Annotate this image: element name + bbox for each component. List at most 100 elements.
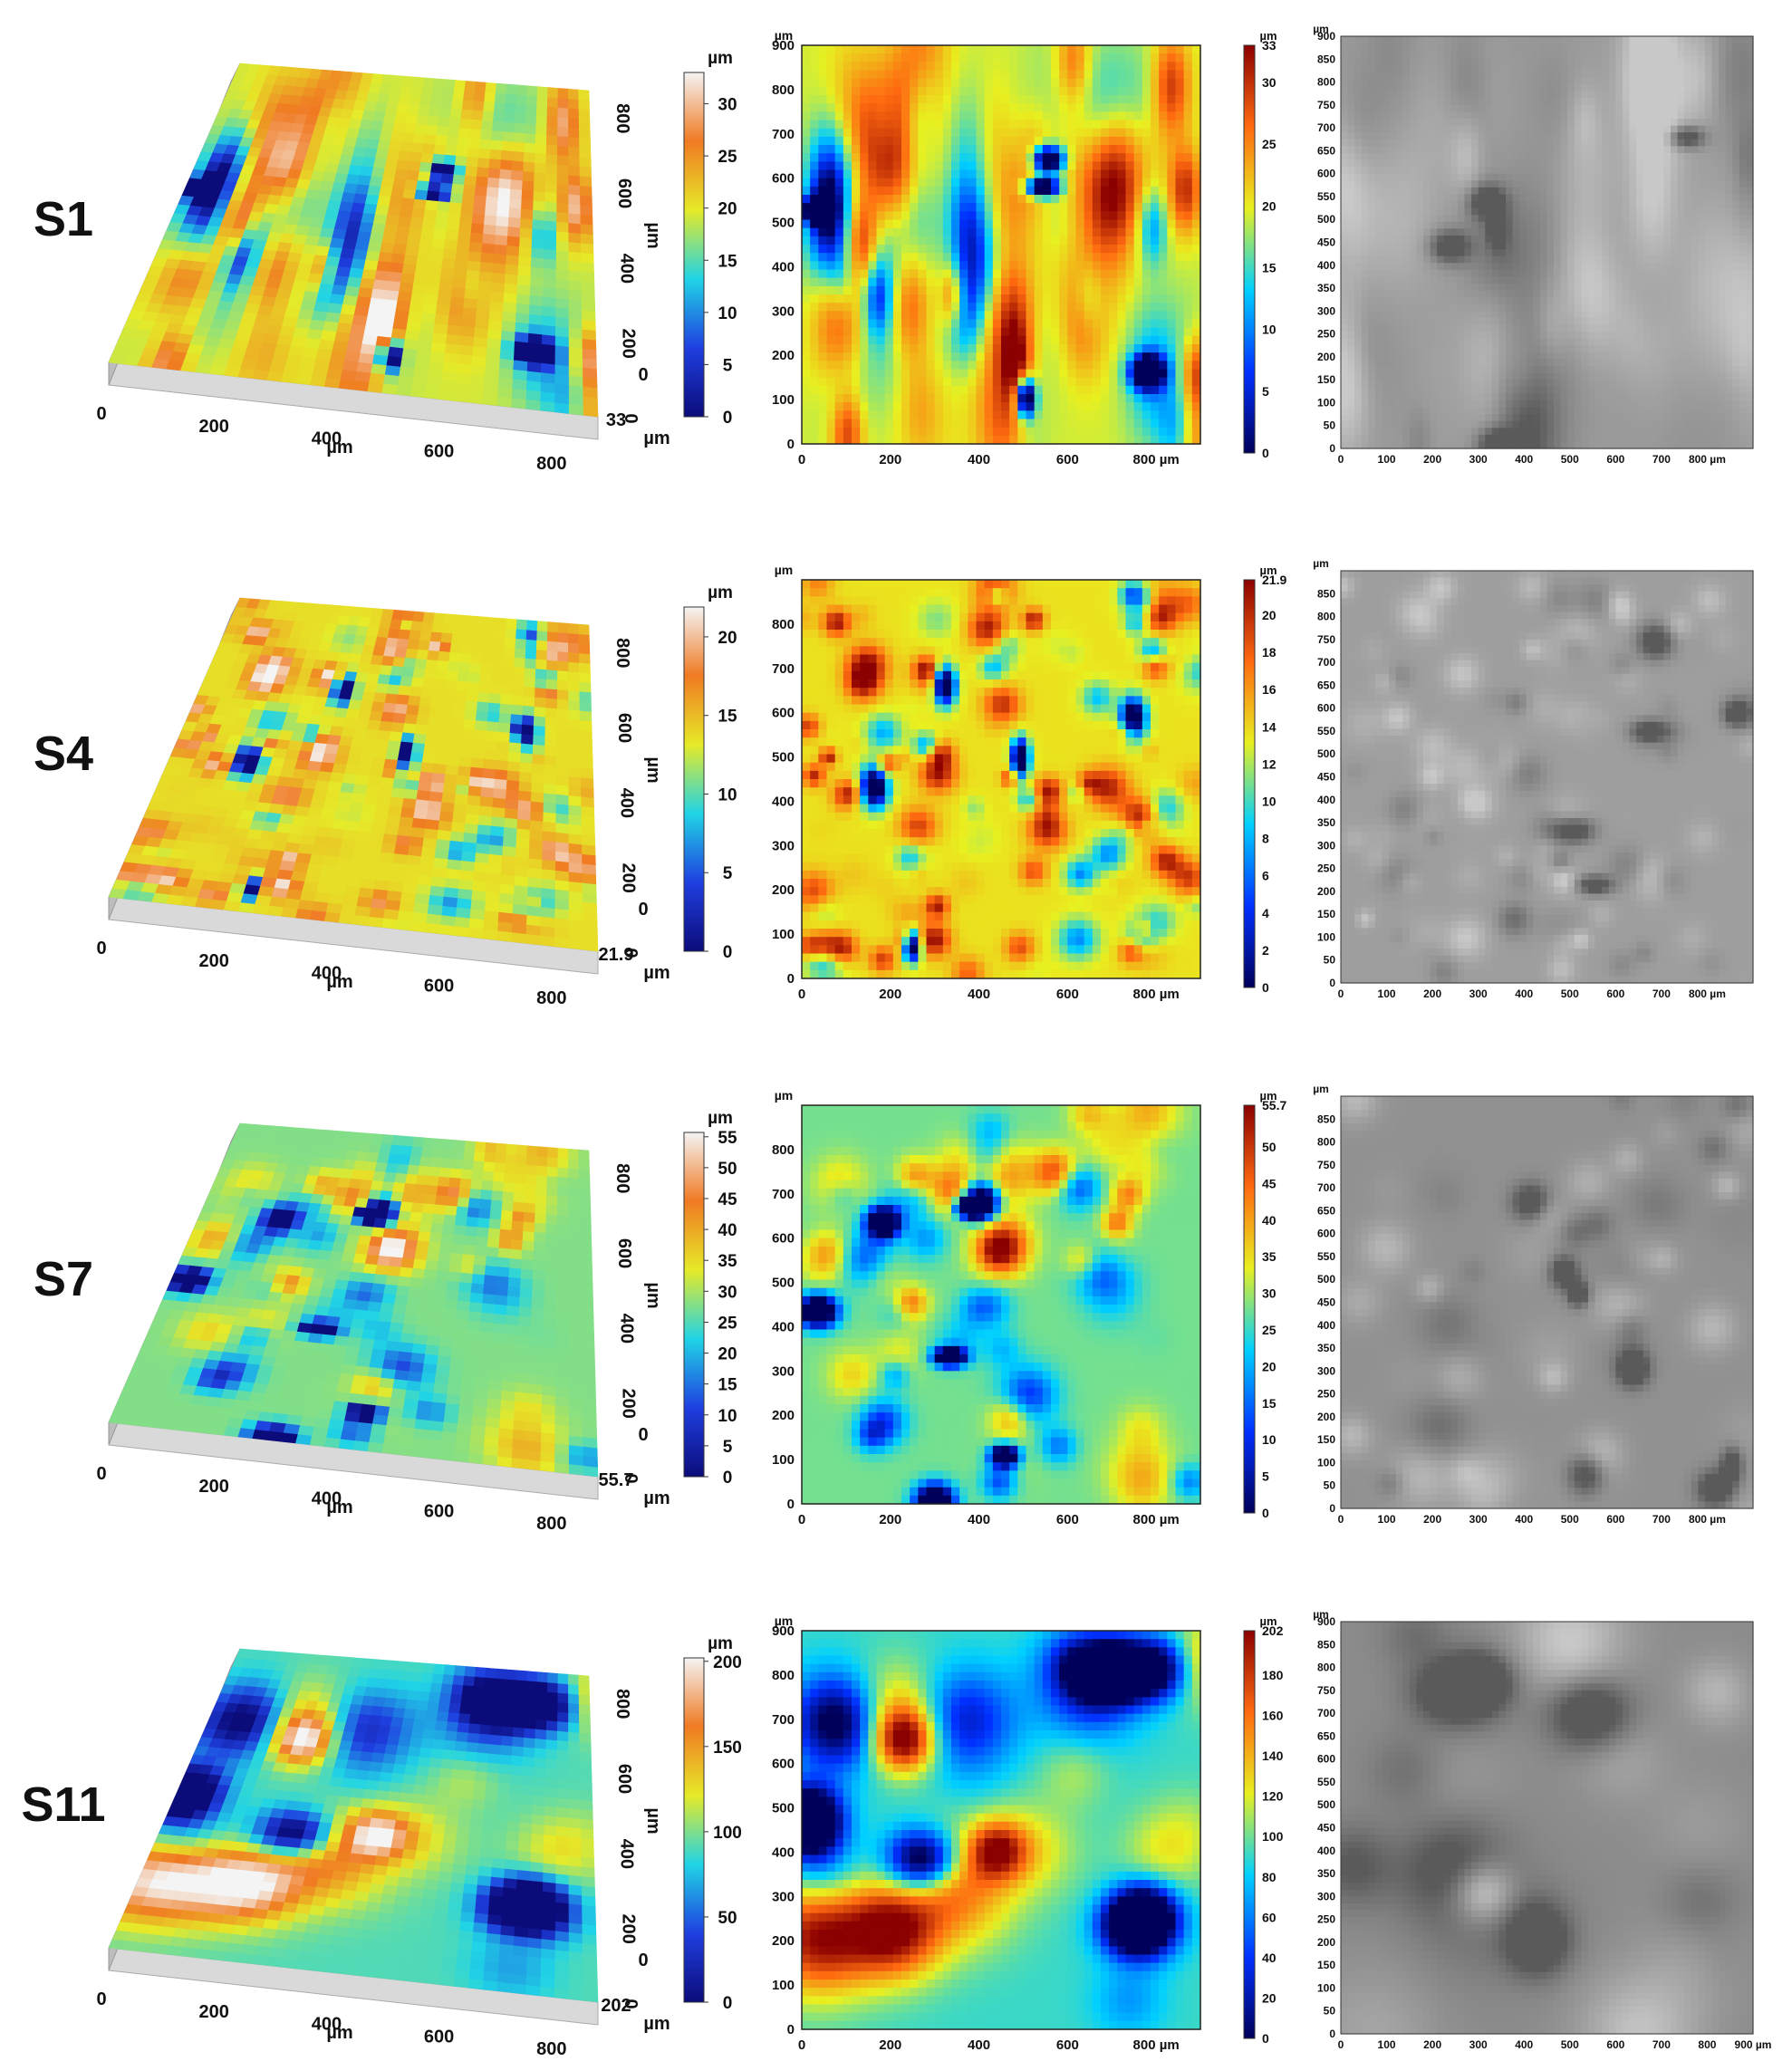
sem-x-tick: 800 µm [1689,1513,1726,1526]
colorbar-3d-gradient [683,1132,705,1478]
y-tick-label: 400 [616,254,636,284]
x-tick-label: 0 [96,1464,106,1484]
y-tick-label: 400 [616,1314,636,1344]
colorbar-3d-tick: 35 [718,1252,737,1271]
colorbar-2d-gradient [1243,579,1256,988]
height-map-y-unit: µm [775,563,794,577]
sem-x-tick: 600 [1606,1513,1624,1526]
height-map-2d: µm 0 100 200 300 400 500 600 700 800 900 0 200 400 600… [772,28,1201,467]
height-map-x-tick: 600 [1056,987,1079,1002]
sem-y-tick: 300 [1317,839,1335,852]
sem-x-tick: 800 [1698,2038,1716,2051]
sem-y-tick: 350 [1317,1867,1335,1880]
y-tick-label: 200 [619,863,639,893]
x-tick-label: 400 [312,964,342,984]
height-map-x-tick: 400 [968,452,990,467]
colorbar-2d-tick: 20 [1262,1359,1277,1373]
colorbar-3d-tick: 20 [718,1345,737,1364]
colorbar-3d-tick: 15 [718,1376,737,1395]
y-axis-unit: µm [643,1282,663,1308]
sem-y-tick: 400 [1317,1319,1335,1332]
colorbar-2d-tick: 140 [1262,1748,1284,1763]
height-map-y-tick: 0 [787,2022,795,2037]
height-map-x-tick: 800 µm [1133,452,1180,467]
height-map-y-tick: 400 [772,794,795,809]
y-tick-label: 0 [621,948,641,958]
colorbar-2d-tick: 10 [1262,795,1277,809]
sem-y-tick: 600 [1317,1228,1335,1240]
sem-y-tick: 750 [1317,1159,1335,1171]
sem-y-tick: 250 [1317,1913,1335,1926]
colorbar-2d-tick: 12 [1262,756,1277,771]
x-tick-label: 600 [424,976,454,996]
sem-y-tick: 850 [1317,1638,1335,1651]
colorbar-3d-tick: 15 [718,708,737,727]
height-map-y-tick: 500 [772,1801,795,1816]
y-tick-label: 400 [616,1839,636,1869]
x-tick-label: 0 [96,939,106,958]
height-map-y-tick: 300 [772,838,795,853]
sem-y-tick: 200 [1317,1936,1335,1949]
height-map-y-tick: 800 [772,617,795,632]
height-map-y-tick: 200 [772,1933,795,1949]
colorbar-2d-tick: 50 [1262,1140,1277,1154]
colorbar-2d-tick: 40 [1262,1951,1277,1965]
sample-label: S7 [34,1252,93,1306]
sem-y-tick: 150 [1317,1433,1335,1446]
sem-x-tick: 300 [1469,987,1488,1000]
height-map-y-unit: µm [775,1088,794,1103]
x-tick-label: 400 [312,429,342,449]
y-tick-label: 200 [619,329,639,359]
sem-y-tick: 350 [1317,816,1335,829]
colorbar-2d-tick: 25 [1262,1323,1277,1337]
height-map-x-tick: 0 [798,452,805,467]
height-map-x-tick: 0 [798,1512,805,1527]
colorbar-2d-tick: 80 [1262,1870,1277,1884]
colorbar-2d-tick: 4 [1262,906,1269,920]
sem-x-tick: 400 [1515,1513,1533,1526]
height-map-y-tick: 800 [772,1142,795,1158]
sem-y-tick: 550 [1317,1776,1335,1788]
height-map-y-tick: 300 [772,1363,795,1379]
sem-x-tick: 0 [1338,1513,1344,1526]
z-zero-label: 0 [638,365,648,385]
sem-y-tick: 650 [1317,144,1335,157]
height-map-x-tick: 400 [968,1512,990,1527]
colorbar-3d-tick: 5 [723,1438,733,1457]
colorbar-3d-tick: 40 [718,1221,737,1240]
colorbar-2d-unit: µm [1259,1089,1277,1103]
x-tick-label: 200 [199,1477,229,1497]
x-tick-label: 600 [424,441,454,461]
z-axis-unit: µm [643,963,670,983]
sem-y-tick: 200 [1317,885,1335,898]
sem-y-tick: 500 [1317,213,1335,226]
colorbar-3d-tick: 50 [718,1160,737,1179]
sem-y-tick: 0 [1329,2028,1335,2040]
colorbar-2d-tick: 55.7 [1262,1098,1286,1113]
sem-image: µm 0 50 100 150 200 250 300 350 400 450 500 550 600 65… [1313,23,1754,466]
sem-y-tick: 700 [1317,1707,1335,1719]
colorbar-2d-tick: 160 [1262,1709,1284,1723]
sem-y-tick: 850 [1317,53,1335,65]
sem-y-unit: µm [1313,1083,1329,1095]
sem-x-tick: 0 [1338,987,1344,1000]
sem-y-tick: 150 [1317,1959,1335,1971]
sem-y-tick: 800 [1317,1662,1335,1674]
colorbar-2d-gradient [1243,44,1256,454]
sem-y-tick: 450 [1317,1296,1335,1309]
colorbar-3d: µm 0 5 10 15 20 25 30 [683,49,737,428]
sample-label: S4 [34,727,93,781]
y-tick-label: 0 [621,1473,641,1483]
sem-x-tick: 100 [1378,453,1396,466]
height-map-2d: µm 0 100 200 300 400 500 600 700 800 900 0 200 400 600… [772,1613,1201,2053]
sem-x-tick: 200 [1423,1513,1441,1526]
sem-x-tick: 600 [1606,2038,1624,2051]
sem-x-tick: 100 [1378,1513,1396,1526]
height-map-y-tick: 700 [772,1187,795,1202]
x-axis-unit: µm [326,972,352,992]
colorbar-3d-tick: 5 [723,864,733,883]
sem-y-tick: 300 [1317,304,1335,317]
